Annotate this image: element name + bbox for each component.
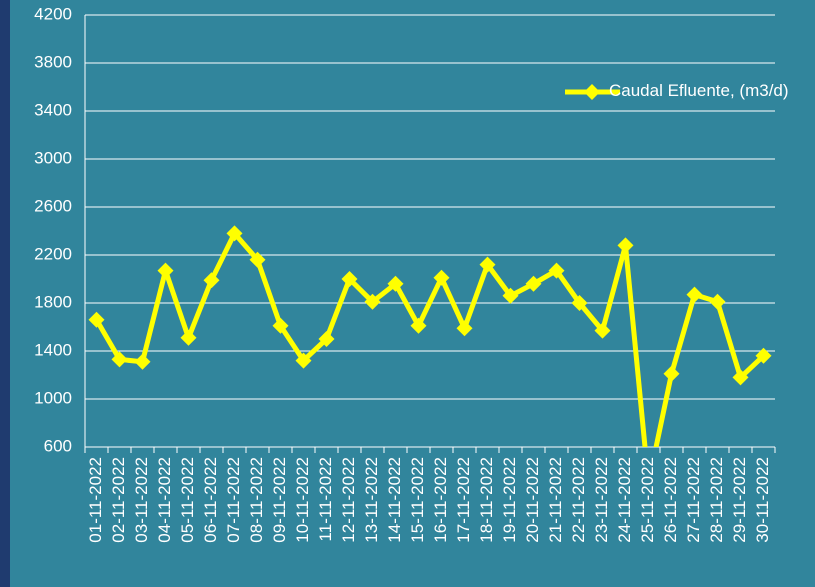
data-marker bbox=[134, 353, 151, 370]
x-tick-label: 13-11-2022 bbox=[362, 457, 381, 543]
y-tick-label: 2200 bbox=[34, 244, 72, 263]
x-tick-label: 23-11-2022 bbox=[592, 457, 611, 543]
x-tick-label: 16-11-2022 bbox=[431, 457, 450, 543]
x-tick-label: 11-11-2022 bbox=[316, 457, 335, 541]
x-tick-label: 29-11-2022 bbox=[730, 457, 749, 543]
x-tick-label: 12-11-2022 bbox=[339, 457, 358, 543]
x-tick-label: 20-11-2022 bbox=[523, 457, 542, 543]
data-marker bbox=[617, 237, 634, 254]
x-tick-label: 09-11-2022 bbox=[270, 457, 289, 543]
x-tick-label: 14-11-2022 bbox=[385, 457, 404, 543]
data-marker bbox=[203, 272, 220, 289]
data-marker bbox=[456, 320, 473, 337]
x-tick-label: 15-11-2022 bbox=[408, 457, 427, 543]
x-tick-label: 04-11-2022 bbox=[155, 457, 174, 543]
x-tick-label: 08-11-2022 bbox=[247, 457, 266, 543]
y-tick-label: 2600 bbox=[34, 196, 72, 215]
legend-marker bbox=[584, 84, 600, 100]
x-tick-label: 03-11-2022 bbox=[132, 457, 151, 543]
data-marker bbox=[364, 293, 381, 310]
x-tick-label: 30-11-2022 bbox=[753, 457, 772, 543]
data-marker bbox=[571, 295, 588, 311]
y-tick-label: 3400 bbox=[34, 100, 72, 119]
data-marker bbox=[111, 351, 128, 368]
data-marker bbox=[341, 271, 358, 287]
data-marker bbox=[180, 329, 197, 346]
x-tick-label: 01-11-2022 bbox=[86, 457, 105, 543]
x-tick-label: 28-11-2022 bbox=[707, 457, 726, 543]
data-marker bbox=[157, 262, 174, 279]
x-tick-label: 19-11-2022 bbox=[500, 457, 519, 543]
x-tick-label: 05-11-2022 bbox=[178, 457, 197, 543]
x-tick-label: 10-11-2022 bbox=[293, 457, 312, 543]
x-tick-label: 25-11-2022 bbox=[638, 457, 657, 543]
data-marker bbox=[295, 352, 312, 369]
data-marker bbox=[479, 256, 496, 273]
x-tick-label: 06-11-2022 bbox=[201, 457, 220, 543]
data-marker bbox=[272, 317, 289, 334]
x-tick-label: 18-11-2022 bbox=[477, 457, 496, 543]
x-tick-label: 22-11-2022 bbox=[569, 457, 588, 543]
legend-label: Caudal Efluente, (m3/d) bbox=[609, 81, 789, 100]
side-strip bbox=[0, 0, 10, 587]
data-marker bbox=[502, 287, 519, 304]
data-marker bbox=[88, 311, 105, 328]
y-tick-label: 1400 bbox=[34, 340, 72, 359]
y-tick-label: 4200 bbox=[34, 4, 72, 23]
data-marker bbox=[249, 251, 266, 268]
y-tick-label: 1000 bbox=[34, 388, 72, 407]
x-tick-label: 02-11-2022 bbox=[109, 457, 128, 543]
x-tick-label: 24-11-2022 bbox=[615, 457, 634, 543]
data-marker bbox=[594, 322, 611, 339]
data-marker bbox=[318, 331, 335, 347]
y-tick-label: 1800 bbox=[34, 292, 72, 311]
data-marker bbox=[663, 365, 680, 382]
x-tick-label: 21-11-2022 bbox=[546, 457, 565, 543]
x-tick-label: 07-11-2022 bbox=[224, 457, 243, 543]
data-marker bbox=[525, 275, 542, 292]
data-marker bbox=[548, 262, 565, 279]
x-tick-label: 17-11-2022 bbox=[454, 457, 473, 543]
data-marker bbox=[226, 225, 243, 242]
data-marker bbox=[732, 369, 749, 386]
x-tick-label: 27-11-2022 bbox=[684, 457, 703, 543]
data-marker bbox=[387, 275, 404, 292]
data-marker bbox=[433, 269, 450, 286]
y-tick-label: 3800 bbox=[34, 52, 72, 71]
y-tick-label: 3000 bbox=[34, 148, 72, 167]
data-marker bbox=[755, 347, 772, 364]
data-marker bbox=[686, 286, 703, 303]
x-tick-label: 26-11-2022 bbox=[661, 457, 680, 543]
data-line bbox=[94, 230, 766, 447]
data-marker bbox=[709, 293, 726, 310]
y-tick-label: 600 bbox=[44, 436, 72, 455]
data-marker bbox=[410, 317, 427, 334]
